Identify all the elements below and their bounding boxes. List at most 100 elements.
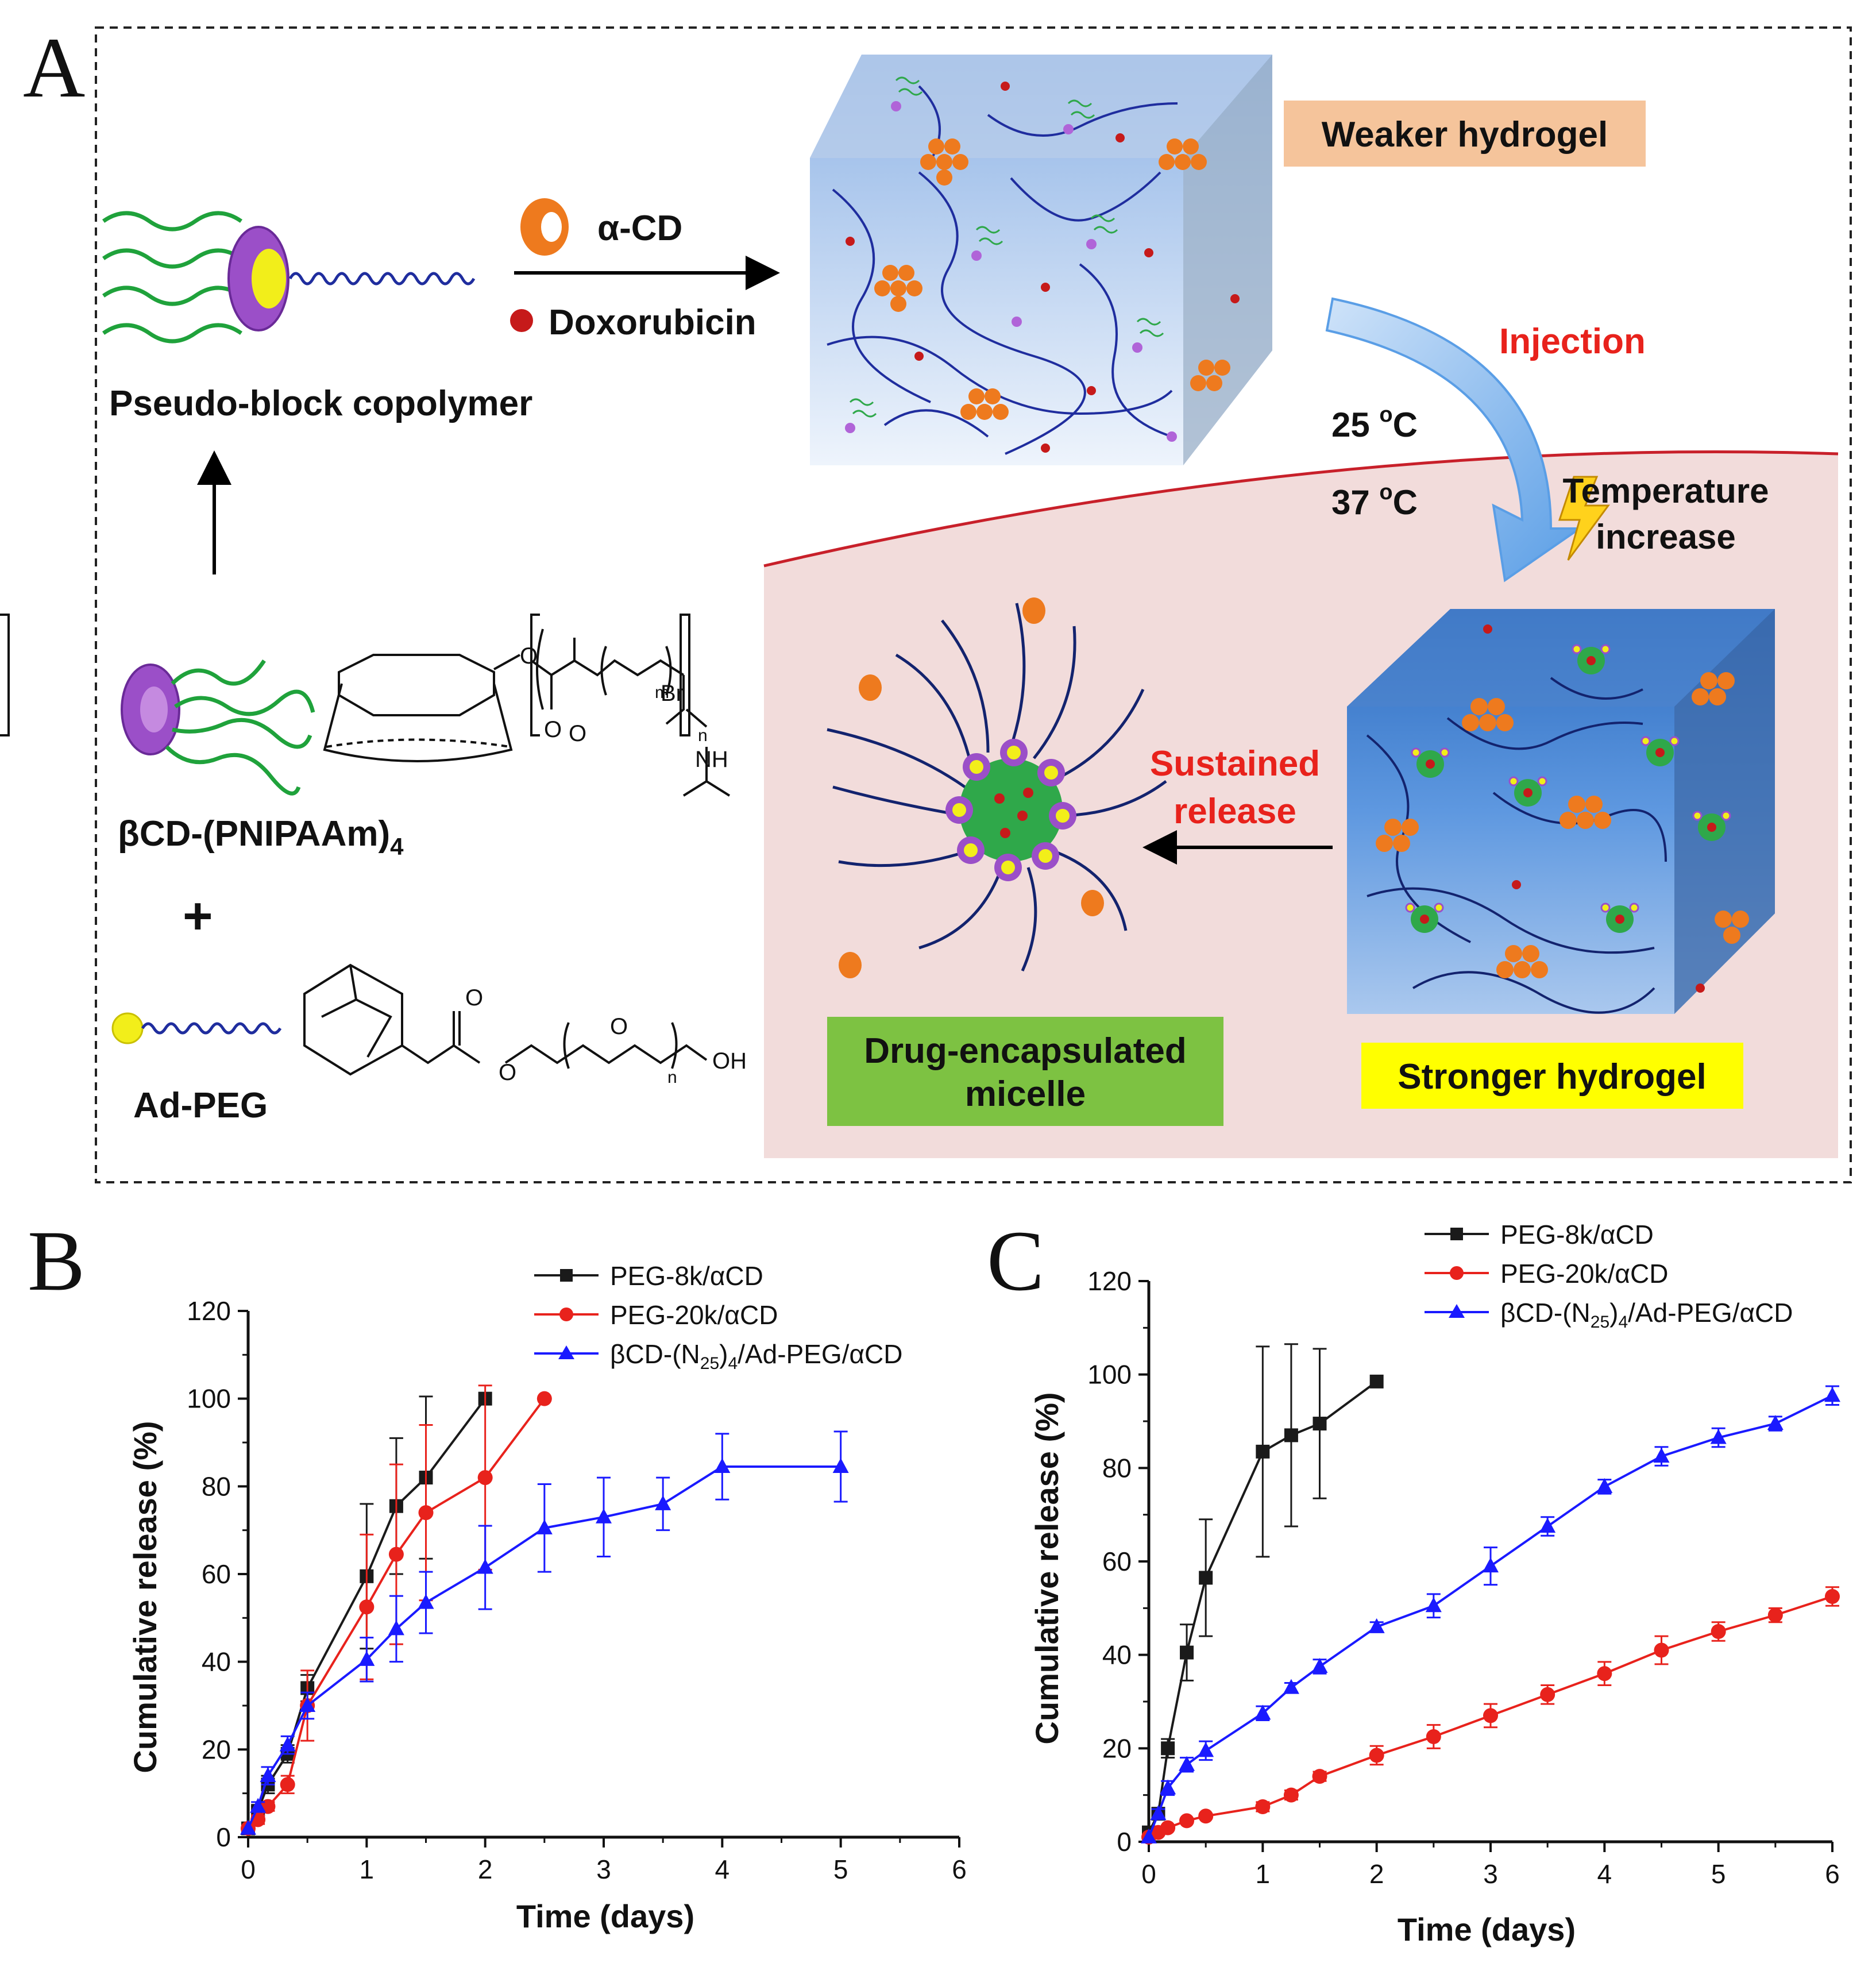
chart-c-x-tick-label: 6 xyxy=(1825,1859,1840,1889)
chart-c-point xyxy=(1198,1742,1214,1757)
chart-c-point xyxy=(1160,1779,1176,1795)
chart-c-point xyxy=(1161,1741,1175,1756)
chart-c-y-tick-label: 40 xyxy=(1102,1640,1132,1670)
temp-37-label: 37 oC xyxy=(1331,480,1418,522)
injection-label: Injection xyxy=(1499,322,1646,361)
chart-b-xlabel: Time (days) xyxy=(516,1898,694,1934)
temp-25-label: 25 oC xyxy=(1331,403,1418,444)
chart-c-x-tick-label: 4 xyxy=(1597,1859,1612,1889)
bcd-label: βCD-(PNIPAAm)4 xyxy=(118,814,404,860)
chart-c-point xyxy=(1711,1624,1726,1639)
chart-b-x-tick-label: 5 xyxy=(833,1854,848,1884)
chart-b-point xyxy=(596,1508,612,1524)
chart-b-y-tick-label: 60 xyxy=(202,1559,231,1589)
chart-c-series-2 xyxy=(1141,1586,1840,1845)
chart-c-point xyxy=(1426,1729,1441,1744)
alpha-cd-icon xyxy=(520,198,569,256)
chart-b-point xyxy=(477,1559,493,1574)
chart-c-series-line xyxy=(1148,1394,1833,1838)
chart-c-point xyxy=(1311,1658,1328,1673)
chart-b-series-line xyxy=(247,1465,841,1829)
sustained-release-line1: Sustained xyxy=(1150,744,1320,784)
panel-a-frame xyxy=(95,26,1852,1183)
bcd-pnipaam-icon xyxy=(121,659,315,796)
chart-b-point xyxy=(477,1470,493,1486)
micelle-label-line2: micelle xyxy=(965,1074,1086,1114)
chart-c-y-tick-label: 20 xyxy=(1102,1733,1132,1763)
chart-b-y-tick-label: 80 xyxy=(202,1471,231,1501)
chart-b-point xyxy=(536,1519,553,1534)
alpha-cd-label: α-CD xyxy=(597,209,682,248)
chart-b-x-tick-label: 0 xyxy=(241,1854,256,1884)
chart-c-point xyxy=(1369,1748,1384,1763)
chart-c-x-tick-label: 1 xyxy=(1256,1859,1271,1889)
chart-b-point xyxy=(655,1495,671,1510)
temperature-boundary-line xyxy=(763,450,1839,568)
chart-c-point xyxy=(1198,1808,1214,1824)
panel-a-letter: A xyxy=(23,20,85,115)
chart-b-y-tick-label: 120 xyxy=(187,1296,231,1326)
chart-c-point xyxy=(1369,1374,1384,1389)
free-alpha-cd-icons xyxy=(839,597,1104,978)
chart-b-x-tick-label: 6 xyxy=(952,1854,967,1884)
chart-c-point xyxy=(1825,1589,1840,1604)
stronger-hydrogel-tag xyxy=(1361,1043,1743,1109)
bracket-left xyxy=(530,614,540,736)
chart-c-point xyxy=(1483,1557,1499,1573)
pseudo-block-copolymer-icon xyxy=(102,211,476,344)
chart-b-ylabel: Cumulative release (%) xyxy=(127,1421,163,1773)
chart-b-series-3 xyxy=(240,1430,849,1835)
ad-peg-icon xyxy=(111,1012,282,1044)
temperature-increase-line1: Temperature xyxy=(1562,472,1769,510)
chart-c-point xyxy=(1767,1607,1783,1623)
chart-b-legend-s3: βCD-(N25)4/Ad-PEG/αCD xyxy=(610,1339,902,1373)
chart-b-legend: PEG-8k/αCD PEG-20k/αCD βCD-(N25)4/Ad-PEG… xyxy=(534,1261,902,1373)
micelle-label-line1: Drug-encapsulated xyxy=(864,1031,1187,1071)
chart-c-point xyxy=(1824,1387,1840,1402)
pseudo-block-label: Pseudo-block copolymer xyxy=(109,384,532,423)
chart-c-point xyxy=(1141,1828,1157,1843)
chart-b-y-tick-label: 20 xyxy=(202,1734,231,1764)
micelle-tag xyxy=(827,1017,1223,1126)
chart-c-x-tick-label: 2 xyxy=(1369,1859,1384,1889)
ad-peg-label: Ad-PEG xyxy=(133,1086,268,1125)
chart-b-x-tick-label: 1 xyxy=(360,1854,375,1884)
chart-c-y-tick-label: 120 xyxy=(1087,1266,1132,1296)
chart-b-x-tick-label: 2 xyxy=(478,1854,493,1884)
chart-c-point xyxy=(1483,1708,1498,1723)
weaker-hydrogel-label: Weaker hydrogel xyxy=(1322,115,1608,155)
panel-c-letter: C xyxy=(987,1213,1044,1309)
chart-b-point xyxy=(358,1650,375,1666)
chart-c-series-3 xyxy=(1141,1385,1840,1843)
chart-b-point xyxy=(536,1391,552,1406)
chart-c-point xyxy=(1539,1518,1556,1533)
chart-c-point xyxy=(1710,1429,1727,1444)
chem-nh: NH xyxy=(695,747,728,772)
chart-c-y-tick-label: 80 xyxy=(1102,1453,1132,1483)
chart-b-point xyxy=(388,1546,404,1562)
chart-b-y-tick-label: 100 xyxy=(187,1384,231,1414)
chart-c-point xyxy=(1597,1666,1612,1681)
chart-c-point xyxy=(1654,1642,1669,1658)
chem-o1: O xyxy=(520,643,538,669)
temperature-increase-line2: increase xyxy=(1596,518,1736,556)
chart-c-legend-s1: PEG-8k/αCD xyxy=(1500,1220,1654,1249)
chart-c-point xyxy=(1312,1769,1327,1784)
ad-peg-chemical-structure xyxy=(303,963,708,1076)
chart-c-point xyxy=(1313,1417,1327,1431)
chart-c-point xyxy=(1180,1645,1194,1660)
chart-c-legend-s2: PEG-20k/αCD xyxy=(1500,1259,1668,1289)
chart-c-point xyxy=(1179,1813,1195,1829)
chem-o3: O xyxy=(569,721,586,746)
chart-c-legend: PEG-8k/αCD PEG-20k/αCD βCD-(N25)4/Ad-PEG… xyxy=(1425,1220,1793,1332)
chart-c-point xyxy=(1199,1571,1213,1585)
chart-b-point xyxy=(418,1594,434,1609)
chart-c-point xyxy=(1160,1820,1176,1835)
doxorubicin-icon xyxy=(510,309,533,332)
chem-m: m xyxy=(655,683,669,702)
chart-c-point xyxy=(1150,1805,1167,1821)
injection-arrow xyxy=(1325,297,1584,583)
chart-c-point xyxy=(1596,1478,1613,1493)
chart-c-xlabel: Time (days) xyxy=(1398,1911,1576,1947)
